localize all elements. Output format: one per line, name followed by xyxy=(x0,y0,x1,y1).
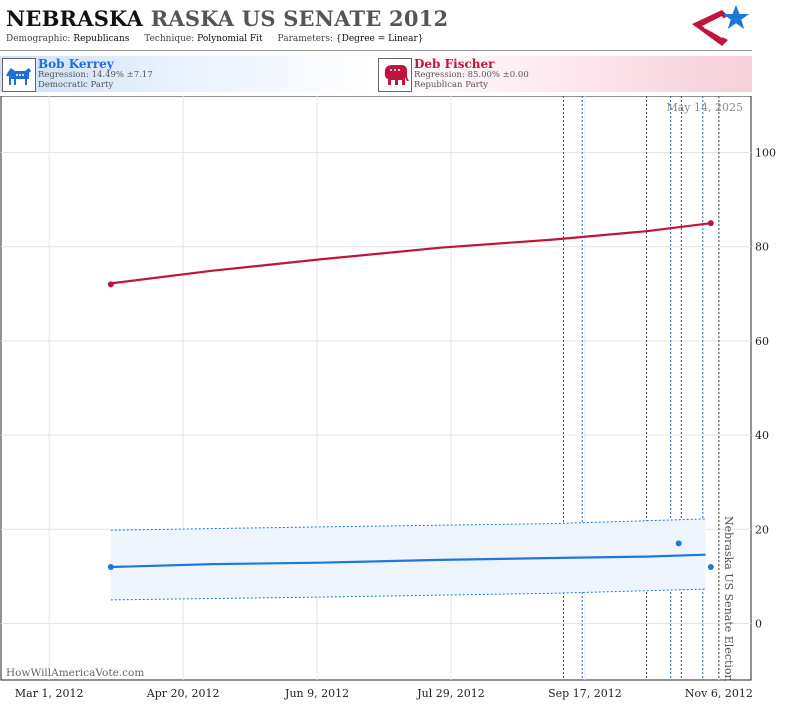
data-point xyxy=(707,563,714,570)
y-tick-label: 0 xyxy=(755,617,762,630)
elephant-icon xyxy=(378,58,412,92)
candidate-rep: Deb Fischer Regression: 85.00% ±0.00 Rep… xyxy=(376,56,752,92)
data-point xyxy=(675,540,682,547)
y-tick-label: 100 xyxy=(755,147,776,160)
title-rest: RASKA US SENATE 2012 xyxy=(150,6,449,31)
technique-value: Polynomial Fit xyxy=(197,34,263,44)
title-state: NEBRASKA xyxy=(6,6,144,31)
x-tick-label: Mar 1, 2012 xyxy=(15,687,84,700)
y-tick-label: 40 xyxy=(755,429,769,442)
watermark-label: HowWillAmericaVote.com xyxy=(6,667,144,679)
rep-regression: Regression: 85.00% ±0.00 xyxy=(414,70,529,80)
data-point xyxy=(707,220,714,227)
x-tick-label: Sep 17, 2012 xyxy=(548,687,622,700)
y-tick-label: 80 xyxy=(755,241,769,254)
rep-candidate-name: Deb Fischer xyxy=(414,57,495,71)
data-point xyxy=(107,563,114,570)
x-tick-label: Nov 6, 2012 xyxy=(685,687,753,700)
demographic-value: Republicans xyxy=(73,34,130,44)
parameters-label: Parameters: xyxy=(277,34,333,44)
y-tick-label: 60 xyxy=(755,335,769,348)
confidence-band xyxy=(110,518,706,600)
dem-candidate-name: Bob Kerrey xyxy=(38,57,114,71)
date-label: May 14, 2025 xyxy=(666,101,743,114)
donkey-icon xyxy=(2,58,36,92)
y-tick-label: 20 xyxy=(755,523,769,536)
technique-label: Technique: xyxy=(144,34,195,44)
dem-regression: Regression: 14.49% ±7.17 xyxy=(38,70,153,80)
band-upper-line xyxy=(110,518,706,531)
page-header: NEBRASKA RASKA US SENATE 2012 Demographi… xyxy=(0,0,789,52)
dem-party: Democratic Party xyxy=(38,80,114,90)
series-line xyxy=(110,222,711,285)
x-tick-label: Apr 20, 2012 xyxy=(146,687,220,700)
parameters-value: {Degree = Linear} xyxy=(335,34,424,44)
candidate-dem: Bob Kerrey Regression: 14.49% ±7.17 Demo… xyxy=(0,56,376,92)
band-lower-line xyxy=(110,588,706,601)
site-logo-icon xyxy=(692,5,749,46)
data-point xyxy=(107,281,114,288)
x-tick-label: Jun 9, 2012 xyxy=(284,687,349,700)
header-divider xyxy=(0,50,752,51)
polling-chart: 0 20 40 60 80 100 Mar 1, 2012 Apr 20, 2012 Jun 9… xyxy=(0,96,776,700)
page-title: NEBRASKA RASKA US SENATE 2012 xyxy=(6,6,448,31)
x-tick-label: Jul 29, 2012 xyxy=(416,687,485,700)
election-label: Nebraska US Senate Election xyxy=(722,516,735,682)
chart-parameters: Demographic: Republicans Technique: Poly… xyxy=(6,34,436,44)
demographic-label: Demographic: xyxy=(6,34,71,44)
rep-party: Republican Party xyxy=(414,80,488,90)
series-line xyxy=(110,553,706,569)
